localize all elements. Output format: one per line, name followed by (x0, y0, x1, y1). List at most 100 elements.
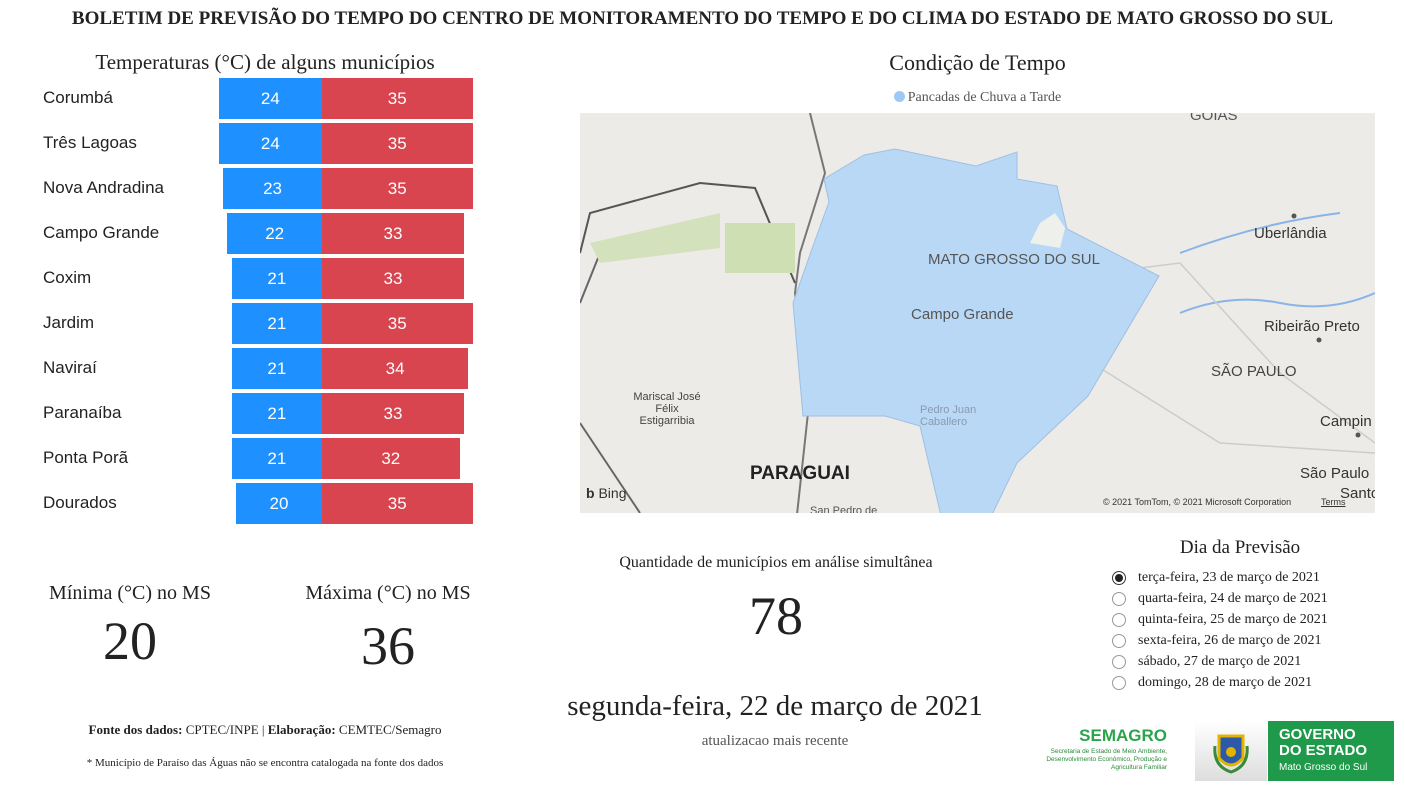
map-label: SÃO PAULO (1211, 363, 1297, 380)
city-name: Coxim (43, 268, 92, 287)
max-temp-bar[interactable]: 35 (322, 78, 473, 119)
gov-line3: Mato Grosso do Sul (1279, 762, 1368, 773)
bing-icon: b (586, 485, 599, 501)
bing-label: Bing (598, 485, 627, 501)
min-value: 20 (103, 611, 157, 671)
city-name: Corumbá (43, 88, 113, 107)
legend-label: Pancadas de Chuva a Tarde (907, 90, 1062, 105)
map-label: Santo (1340, 485, 1375, 502)
map-label: PARAGUAI (750, 463, 850, 484)
forecast-title: Dia da Previsão (1179, 537, 1301, 558)
temperatures-title: Temperaturas (°C) de alguns municípios (95, 50, 435, 74)
max-temp-bar[interactable]: 34 (322, 348, 469, 389)
option-label: sábado, 27 de março de 2021 (1138, 653, 1302, 669)
radio-button-icon[interactable] (1112, 633, 1126, 648)
semagro-logo: SEMAGRO Secretaria de Estado de Meio Amb… (1035, 726, 1167, 772)
weather-map[interactable]: GOIÁS MATO GROSSO DO SUL Campo Grande Ub… (580, 113, 1375, 513)
city-name: Nova Andradina (43, 178, 164, 197)
semagro-subtitle: Secretaria de Estado de Meio Ambiente, D… (1046, 748, 1167, 771)
update-date: segunda-feira, 22 de março de 2021 (567, 690, 983, 722)
radio-button-icon[interactable] (1112, 654, 1126, 669)
min-temp-bar[interactable]: 21 (231, 258, 322, 299)
option-label: quinta-feira, 25 de março de 2021 (1138, 611, 1328, 627)
forecast-day-selector: terça-feira, 23 de março de 2021 quarta-f… (1112, 567, 1328, 693)
city-name: Campo Grande (43, 223, 160, 242)
city-name: Jardim (43, 313, 95, 332)
min-temp-bar[interactable]: 20 (236, 483, 322, 524)
map-label: San Pedro de (810, 505, 878, 513)
max-temp-bar[interactable]: 35 (322, 303, 473, 344)
gov-line2: DO ESTADO (1279, 742, 1368, 759)
option-label: quarta-feira, 24 de março de 2021 (1138, 590, 1328, 606)
gov-line1: GOVERNO (1279, 726, 1356, 743)
min-temp-bar[interactable]: 22 (227, 213, 322, 254)
forecast-day-option[interactable]: domingo, 28 de março de 2021 (1112, 672, 1328, 693)
count-label: Quantidade de municípios em análise simu… (619, 554, 933, 571)
map-label: GOIÁS (1190, 113, 1238, 124)
temperature-row: Naviraí 21 34 (0, 348, 480, 389)
forecast-day-option[interactable]: quarta-feira, 24 de março de 2021 (1112, 588, 1328, 609)
city-name: Paranaíba (43, 403, 122, 422)
min-temp-bar[interactable]: 21 (231, 393, 322, 434)
min-temp-bar[interactable]: 21 (231, 348, 322, 389)
map-label: Uberlândia (1254, 225, 1327, 242)
city-name: Dourados (43, 493, 117, 512)
min-label: Mínima (°C) no MS (49, 582, 211, 604)
coat-of-arms-icon (1213, 734, 1249, 774)
map-label: Mariscal José Félix Estigarribia (633, 391, 701, 427)
temperature-row: Nova Andradina 23 35 (0, 168, 480, 209)
max-value: 36 (361, 616, 415, 676)
temperature-row: Coxim 21 33 (0, 258, 480, 299)
elab-label: Elaboração: (267, 722, 336, 737)
city-name: Três Lagoas (43, 133, 137, 152)
radio-button-icon[interactable] (1112, 591, 1126, 606)
map-label: Campo Grande (911, 306, 1014, 323)
forecast-day-option[interactable]: sexta-feira, 26 de março de 2021 (1112, 630, 1328, 651)
map-legend: Pancadas de Chuva a Tarde (580, 90, 1375, 106)
ms-state-shape (792, 148, 1160, 513)
temperature-row: Paranaíba 21 33 (0, 393, 480, 434)
forecast-day-option[interactable]: terça-feira, 23 de março de 2021 (1112, 567, 1328, 588)
condition-title: Condição de Tempo (889, 50, 1066, 75)
map-label: MATO GROSSO DO SUL (928, 251, 1100, 268)
max-temp-bar[interactable]: 33 (322, 258, 464, 299)
semagro-name: SEMAGRO (1079, 726, 1167, 745)
city-name: Ponta Porã (43, 448, 129, 467)
map-shapes (580, 113, 1375, 513)
min-temp-bar[interactable]: 21 (231, 438, 322, 479)
temperature-row: Ponta Porã 21 32 (0, 438, 480, 479)
option-label: terça-feira, 23 de março de 2021 (1138, 569, 1320, 585)
min-temp-bar[interactable]: 21 (231, 303, 322, 344)
source-label: Fonte dos dados: (88, 722, 183, 737)
temperature-row: Jardim 21 35 (0, 303, 480, 344)
min-temp-bar[interactable]: 23 (223, 168, 322, 209)
map-copyright: © 2021 TomTom, © 2021 Microsoft Corporat… (1103, 497, 1292, 507)
forecast-day-option[interactable]: sábado, 27 de março de 2021 (1112, 651, 1328, 672)
max-temp-bar[interactable]: 33 (322, 393, 464, 434)
terms-link[interactable]: Terms (1321, 497, 1346, 507)
min-temp-bar[interactable]: 24 (218, 78, 322, 119)
legend-dot-icon (893, 91, 905, 102)
forecast-day-option[interactable]: quinta-feira, 25 de março de 2021 (1112, 609, 1328, 630)
bing-logo: b Bing (586, 485, 626, 501)
max-temp-bar[interactable]: 35 (322, 483, 473, 524)
option-label: domingo, 28 de março de 2021 (1138, 674, 1313, 690)
map-label: Campin (1320, 413, 1372, 430)
option-label: sexta-feira, 26 de março de 2021 (1138, 632, 1322, 648)
map-label: São Paulo (1300, 465, 1370, 482)
min-temp-bar[interactable]: 24 (218, 123, 322, 164)
data-source: Fonte dos dados: CPTEC/INPE | Elaboração… (20, 722, 510, 738)
update-label: atualizacao mais recente (701, 733, 849, 749)
temperature-row: Dourados 20 35 (0, 483, 480, 524)
max-temp-bar[interactable]: 32 (322, 438, 460, 479)
page-title: BOLETIM DE PREVISÃO DO TEMPO DO CENTRO D… (71, 8, 1334, 29)
radio-button-icon[interactable] (1112, 675, 1126, 690)
radio-button-icon[interactable] (1112, 612, 1126, 627)
max-temp-bar[interactable]: 33 (322, 213, 464, 254)
elab-value: CEMTEC/Semagro (335, 722, 442, 737)
footnote: * Município de Paraíso das Águas não se … (86, 757, 444, 769)
map-label: Ribeirão Preto (1264, 318, 1360, 335)
radio-button-icon[interactable] (1112, 570, 1126, 585)
max-temp-bar[interactable]: 35 (322, 168, 473, 209)
max-temp-bar[interactable]: 35 (322, 123, 473, 164)
